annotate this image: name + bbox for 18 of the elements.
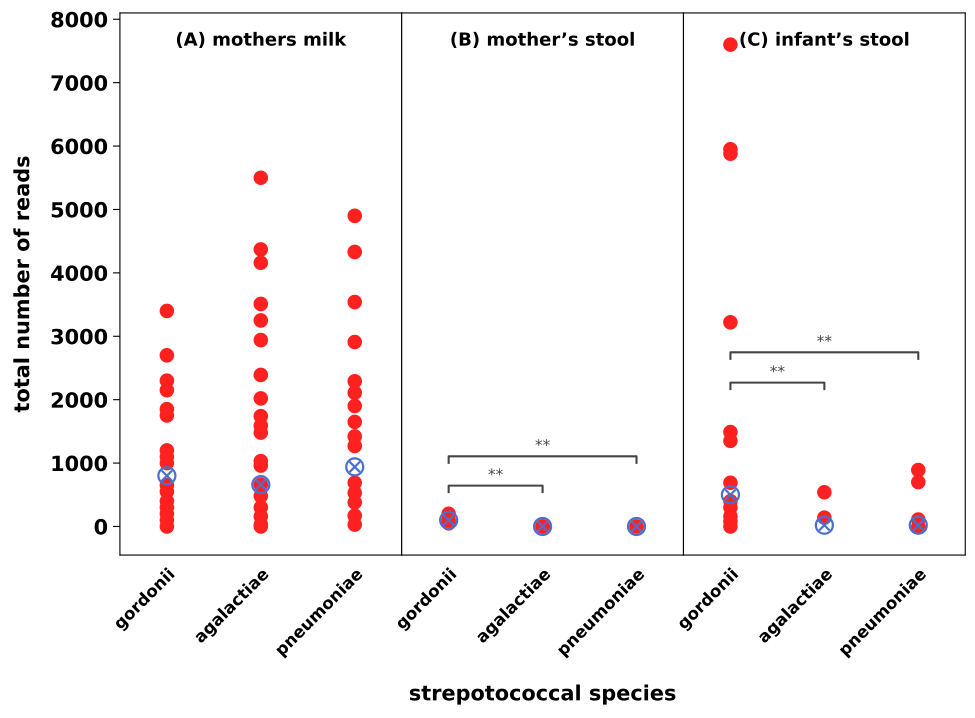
y-tick-label: 7000: [52, 75, 108, 91]
annotation: **: [488, 468, 503, 476]
y-tick-label: 6000: [51, 138, 108, 154]
annotation: **: [770, 365, 785, 372]
y-axis-title: total number of reads: [13, 156, 30, 412]
y-tick-label: 2000: [52, 392, 108, 408]
annotation: **: [817, 335, 832, 342]
text: (A) mothers milk: [176, 32, 347, 48]
y-tick-label: 1000: [52, 456, 108, 472]
y-tick-label: 4000: [51, 265, 108, 282]
x-axis-title: strepotococcal species: [410, 684, 676, 705]
y-tick-label: 0: [94, 518, 108, 535]
text: (B) mother’s stool: [451, 32, 634, 48]
y-tick-label: 8000: [51, 12, 108, 28]
y-tick-label: 3000: [52, 328, 108, 344]
y-tick-label: 5000: [52, 202, 108, 218]
annotation: **: [535, 439, 550, 446]
text: (C) infant’s stool: [740, 32, 908, 48]
